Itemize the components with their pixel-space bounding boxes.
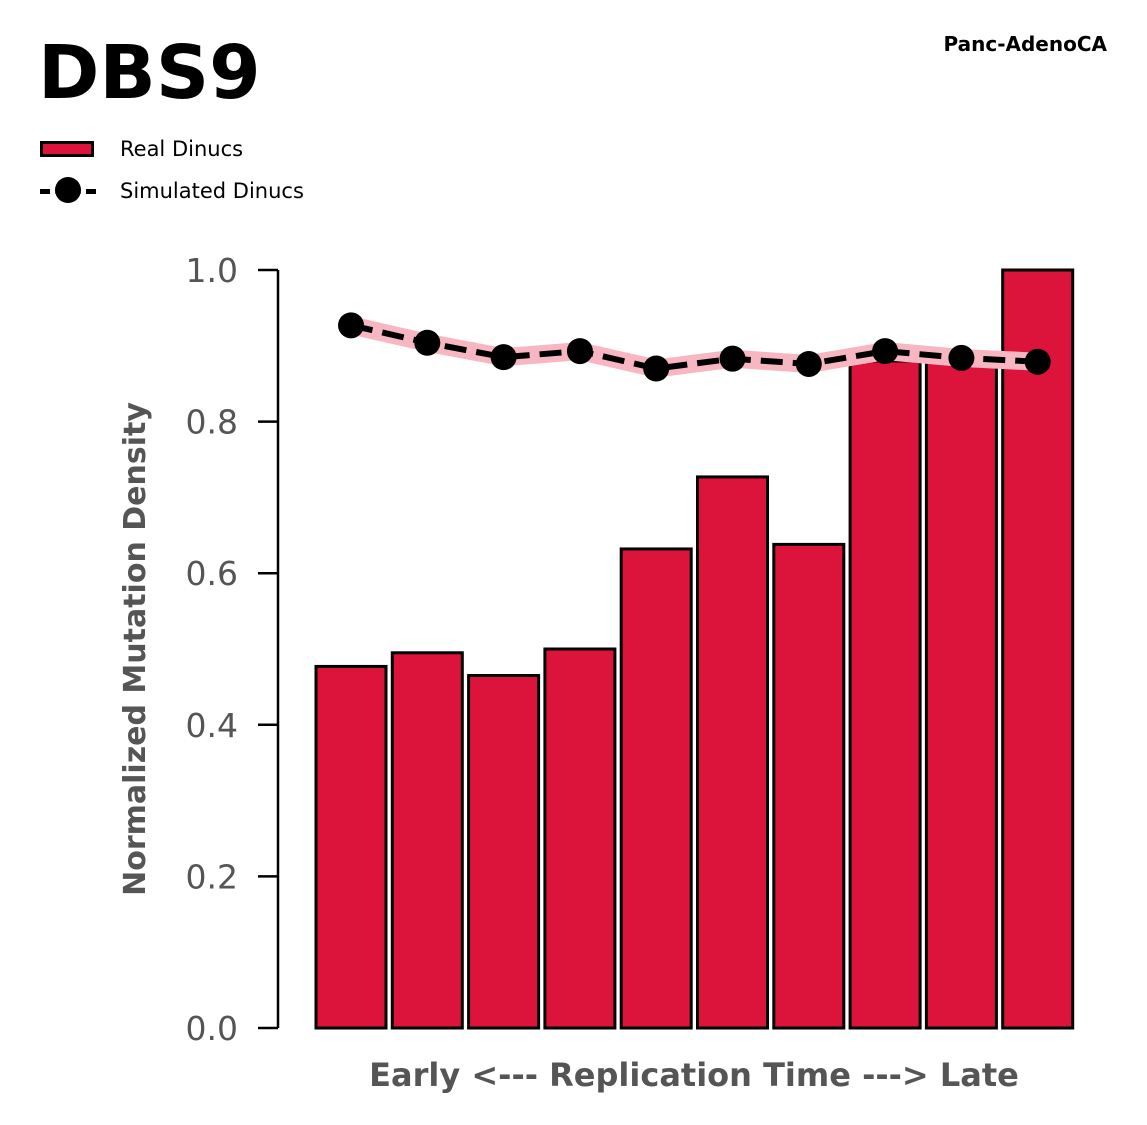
chart-subtitle: Panc-AdenoCA bbox=[943, 32, 1107, 56]
simulated-point-6 bbox=[719, 345, 746, 372]
legend-swatch-bar bbox=[38, 138, 98, 160]
legend: Real Dinucs Simulated Dinucs bbox=[38, 128, 304, 212]
bar-3 bbox=[467, 674, 541, 1030]
legend-label-simulated: Simulated Dinucs bbox=[120, 179, 304, 203]
legend-bar-swatch bbox=[40, 141, 94, 157]
simulated-point-3 bbox=[490, 344, 517, 371]
simulated-point-4 bbox=[566, 338, 593, 365]
y-axis-label: Normalized Mutation Density bbox=[118, 402, 153, 896]
legend-marker-swatch bbox=[55, 177, 81, 203]
bar-8 bbox=[848, 359, 922, 1030]
legend-label-real: Real Dinucs bbox=[120, 137, 244, 161]
y-tick-label-0: 0.0 bbox=[186, 1009, 238, 1048]
bar-6 bbox=[696, 475, 769, 1030]
y-tick-label-1: 0.2 bbox=[186, 857, 238, 896]
bar-10 bbox=[1001, 268, 1075, 1030]
y-tick-label-5: 1.0 bbox=[186, 251, 238, 290]
simulated-point-5 bbox=[643, 355, 670, 382]
bar-5 bbox=[619, 547, 693, 1030]
x-axis-label: Early <--- Replication Time ---> Late bbox=[369, 1056, 1019, 1094]
y-tick-label-3: 0.6 bbox=[186, 554, 238, 593]
simulated-point-7 bbox=[795, 350, 822, 377]
simulated-point-8 bbox=[872, 338, 899, 365]
bar-2 bbox=[390, 651, 464, 1030]
legend-item-simulated: Simulated Dinucs bbox=[38, 170, 304, 212]
chart-title: DBS9 bbox=[38, 30, 261, 116]
simulated-point-9 bbox=[948, 344, 975, 371]
y-tick-label-2: 0.4 bbox=[186, 706, 238, 745]
simulated-point-1 bbox=[338, 312, 364, 339]
bar-4 bbox=[543, 647, 617, 1030]
simulated-point-10 bbox=[1024, 348, 1051, 375]
legend-item-real: Real Dinucs bbox=[38, 128, 304, 170]
simulated-point-2 bbox=[414, 329, 441, 356]
bar-1 bbox=[314, 664, 388, 1030]
legend-swatch-line bbox=[38, 177, 98, 203]
bar-9 bbox=[924, 355, 998, 1030]
simulated-line bbox=[350, 322, 1038, 372]
bar-7 bbox=[772, 542, 846, 1030]
y-tick-label-4: 0.8 bbox=[186, 403, 238, 442]
